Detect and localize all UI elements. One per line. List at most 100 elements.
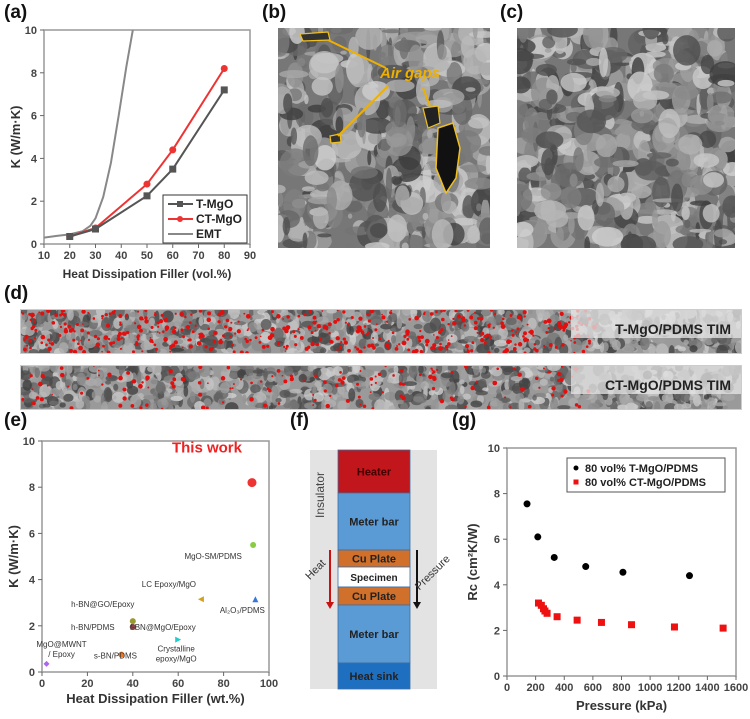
data-point: [252, 596, 259, 603]
y-tick-label: 4: [494, 580, 501, 592]
arrow-icon: [337, 85, 389, 137]
y-axis-label: K (W/m·K): [8, 106, 23, 169]
diagram-f: Insulator Heater Meter bar Cu Plate Specimen…: [303, 449, 453, 690]
data-point-80 vol% CT-MgO/PDMS: [553, 613, 561, 621]
point-label: Crystalline epoxy/MgO: [156, 645, 197, 664]
legend-entry: EMT: [196, 227, 222, 241]
data-point-80 vol% CT-MgO/PDMS: [597, 618, 605, 626]
y-tick-label: 8: [29, 482, 35, 494]
x-tick-label: 90: [244, 250, 256, 262]
point-label: This work: [172, 440, 243, 457]
sem-image-c: [517, 28, 735, 248]
point-label: f-BN@MgO/Epoxy: [130, 623, 196, 632]
chart-e: 0 20 40 60 80 100 0 2 4 6 8 10 Heat Dissipation Fill…: [6, 436, 278, 706]
air-gap-outline: [435, 122, 461, 195]
panel-label-c: (c): [500, 2, 524, 23]
data-point-CT-MgO: [220, 65, 228, 73]
series-line-EMT: [44, 30, 134, 239]
x-tick-label: 200: [526, 682, 544, 694]
data-point-T-MgO: [169, 165, 177, 173]
layer-label: Meter bar: [349, 629, 399, 641]
y-tick-label: 10: [25, 25, 37, 37]
pressure-arrowhead-icon: [413, 602, 421, 609]
y-tick-label: 8: [494, 489, 500, 501]
strip-label: T-MgO/PDMS TIM: [615, 321, 731, 337]
plot-frame: [41, 440, 270, 673]
panel-label-d: (d): [4, 283, 29, 304]
legend-entry: T-MgO: [196, 197, 233, 211]
x-tick-label: 20: [81, 678, 93, 690]
layer-label: Cu Plate: [352, 591, 396, 603]
tim-strip-t-mgo: T-MgO/PDMS TIM: [20, 309, 742, 354]
x-tick-label: 60: [167, 250, 179, 262]
point-label: h-BN/PDMS: [71, 623, 115, 632]
legend: [566, 457, 726, 493]
data-point-80 vol% CT-MgO/PDMS: [628, 621, 636, 629]
data-point-T-MgO: [66, 233, 74, 241]
y-tick-label: 0: [29, 667, 35, 679]
micrograph-texture: [21, 366, 741, 409]
layer-meter-bar: [337, 492, 411, 551]
layer-label: Cu Plate: [352, 554, 396, 566]
x-tick-label: 1600: [724, 682, 748, 694]
micrograph-texture: [517, 28, 735, 248]
chart-a: 10 20 30 40 50 60 70 80 90 0 2 4 6 8 10 Heat Dissipatio…: [8, 25, 256, 281]
x-tick-label: 40: [127, 678, 139, 690]
legend-marker: [573, 479, 579, 485]
legend-entry: CT-MgO: [196, 212, 242, 226]
point-label: s-BN/PDMS: [94, 652, 137, 661]
layer-label: Heat sink: [350, 671, 400, 683]
panel-label-e: (e): [4, 410, 28, 431]
data-point-80 vol% CT-MgO/PDMS: [670, 623, 678, 631]
x-tick-label: 70: [192, 250, 204, 262]
data-point-80 vol% T-MgO/PDMS: [534, 533, 542, 541]
layer-label: Specimen: [350, 573, 397, 584]
data-point-80 vol% T-MgO/PDMS: [619, 568, 627, 576]
data-point-T-MgO: [92, 225, 99, 233]
data-point: [118, 651, 125, 658]
y-axis-label: K (W/m·K): [6, 525, 21, 588]
micrograph-texture: Air gaps: [278, 28, 490, 248]
y-tick-label: 2: [31, 196, 37, 208]
layer-heater: [337, 449, 411, 494]
legend-entry: 80 vol% CT-MgO/PDMS: [585, 477, 706, 489]
layer-label: Meter bar: [349, 517, 399, 529]
legend-entry: 80 vol% T-MgO/PDMS: [585, 463, 698, 475]
x-tick-label: 100: [260, 678, 278, 690]
x-tick-label: 400: [555, 682, 573, 694]
data-point-80 vol% CT-MgO/PDMS: [573, 616, 581, 624]
data-point: [250, 541, 257, 548]
data-point-80 vol% T-MgO/PDMS: [685, 572, 693, 580]
x-tick-label: 60: [172, 678, 184, 690]
layer-meter-bar: [337, 604, 411, 664]
y-tick-label: 0: [494, 671, 500, 683]
x-tick-label: 10: [38, 250, 50, 262]
data-point: [43, 660, 50, 667]
tim-strip-ct-mgo: CT-MgO/PDMS TIM: [20, 365, 742, 410]
data-point-CT-MgO: [169, 146, 177, 154]
x-axis-label: Heat Dissipation Filler (wt.%): [66, 691, 244, 706]
data-point-CT-MgO: [143, 180, 151, 188]
data-point-80 vol% CT-MgO/PDMS: [543, 609, 551, 617]
y-tick-label: 2: [494, 625, 500, 637]
y-tick-label: 6: [29, 528, 35, 540]
legend-marker: [177, 216, 183, 222]
x-tick-label: 800: [612, 682, 630, 694]
air-gap-outline: [422, 105, 441, 129]
air-gap-outline: [299, 31, 331, 42]
panel-label-a: (a): [4, 2, 28, 23]
point-label: h-BN@GO/Epoxy: [71, 600, 134, 609]
layer-label: Heater: [357, 467, 392, 479]
point-label: MgO@MWNT / Epoxy: [36, 640, 86, 659]
data-point-80 vol% T-MgO/PDMS: [582, 563, 590, 571]
arrow-icon: [327, 39, 387, 69]
data-point: [197, 596, 204, 603]
y-tick-label: 6: [494, 534, 500, 546]
y-tick-label: 2: [29, 621, 35, 633]
x-tick-label: 20: [64, 250, 76, 262]
strip-label-bg: [571, 366, 741, 394]
data-point: [129, 618, 136, 625]
x-tick-label: 30: [89, 250, 101, 262]
panel-label-f: (f): [290, 410, 309, 431]
